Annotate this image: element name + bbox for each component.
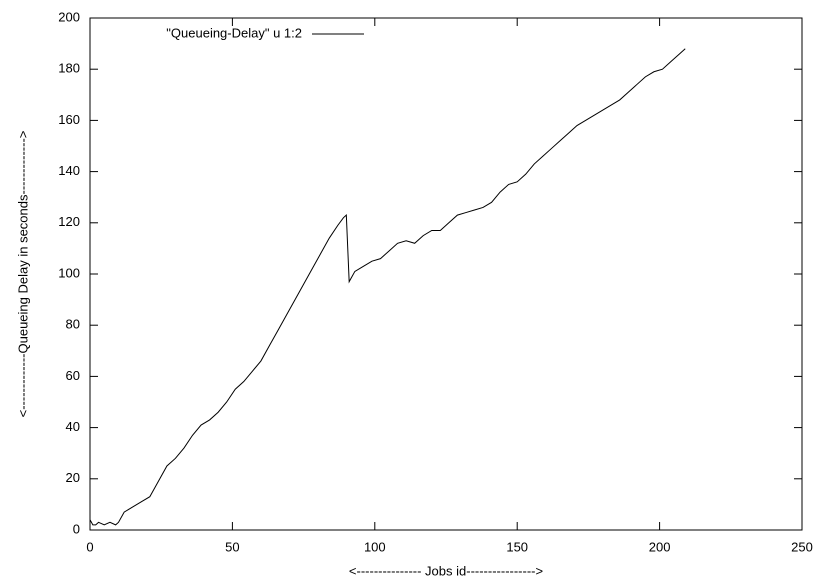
y-tick-label: 100: [58, 265, 80, 280]
y-tick-label: 180: [58, 61, 80, 76]
x-tick-label: 150: [506, 539, 528, 554]
y-tick-label: 80: [66, 317, 80, 332]
x-axis-label: <--------------- Jobs id----------------…: [349, 563, 543, 578]
y-axis-label: <-------------Queueing Delay in seconds-…: [15, 131, 30, 418]
x-tick-label: 200: [649, 539, 671, 554]
y-tick-label: 140: [58, 163, 80, 178]
y-tick-label: 200: [58, 9, 80, 24]
y-tick-label: 40: [66, 419, 80, 434]
y-tick-label: 120: [58, 214, 80, 229]
y-tick-label: 160: [58, 112, 80, 127]
y-tick-label: 20: [66, 470, 80, 485]
legend-label: "Queueing-Delay" u 1:2: [166, 25, 302, 40]
y-tick-label: 0: [73, 521, 80, 536]
x-tick-label: 50: [225, 539, 239, 554]
y-tick-label: 60: [66, 368, 80, 383]
data-line: [89, 48, 686, 526]
x-tick-label: 0: [86, 539, 93, 554]
plot-frame: [89, 17, 803, 531]
x-tick-label: 100: [364, 539, 386, 554]
x-tick-label: 250: [791, 539, 813, 554]
